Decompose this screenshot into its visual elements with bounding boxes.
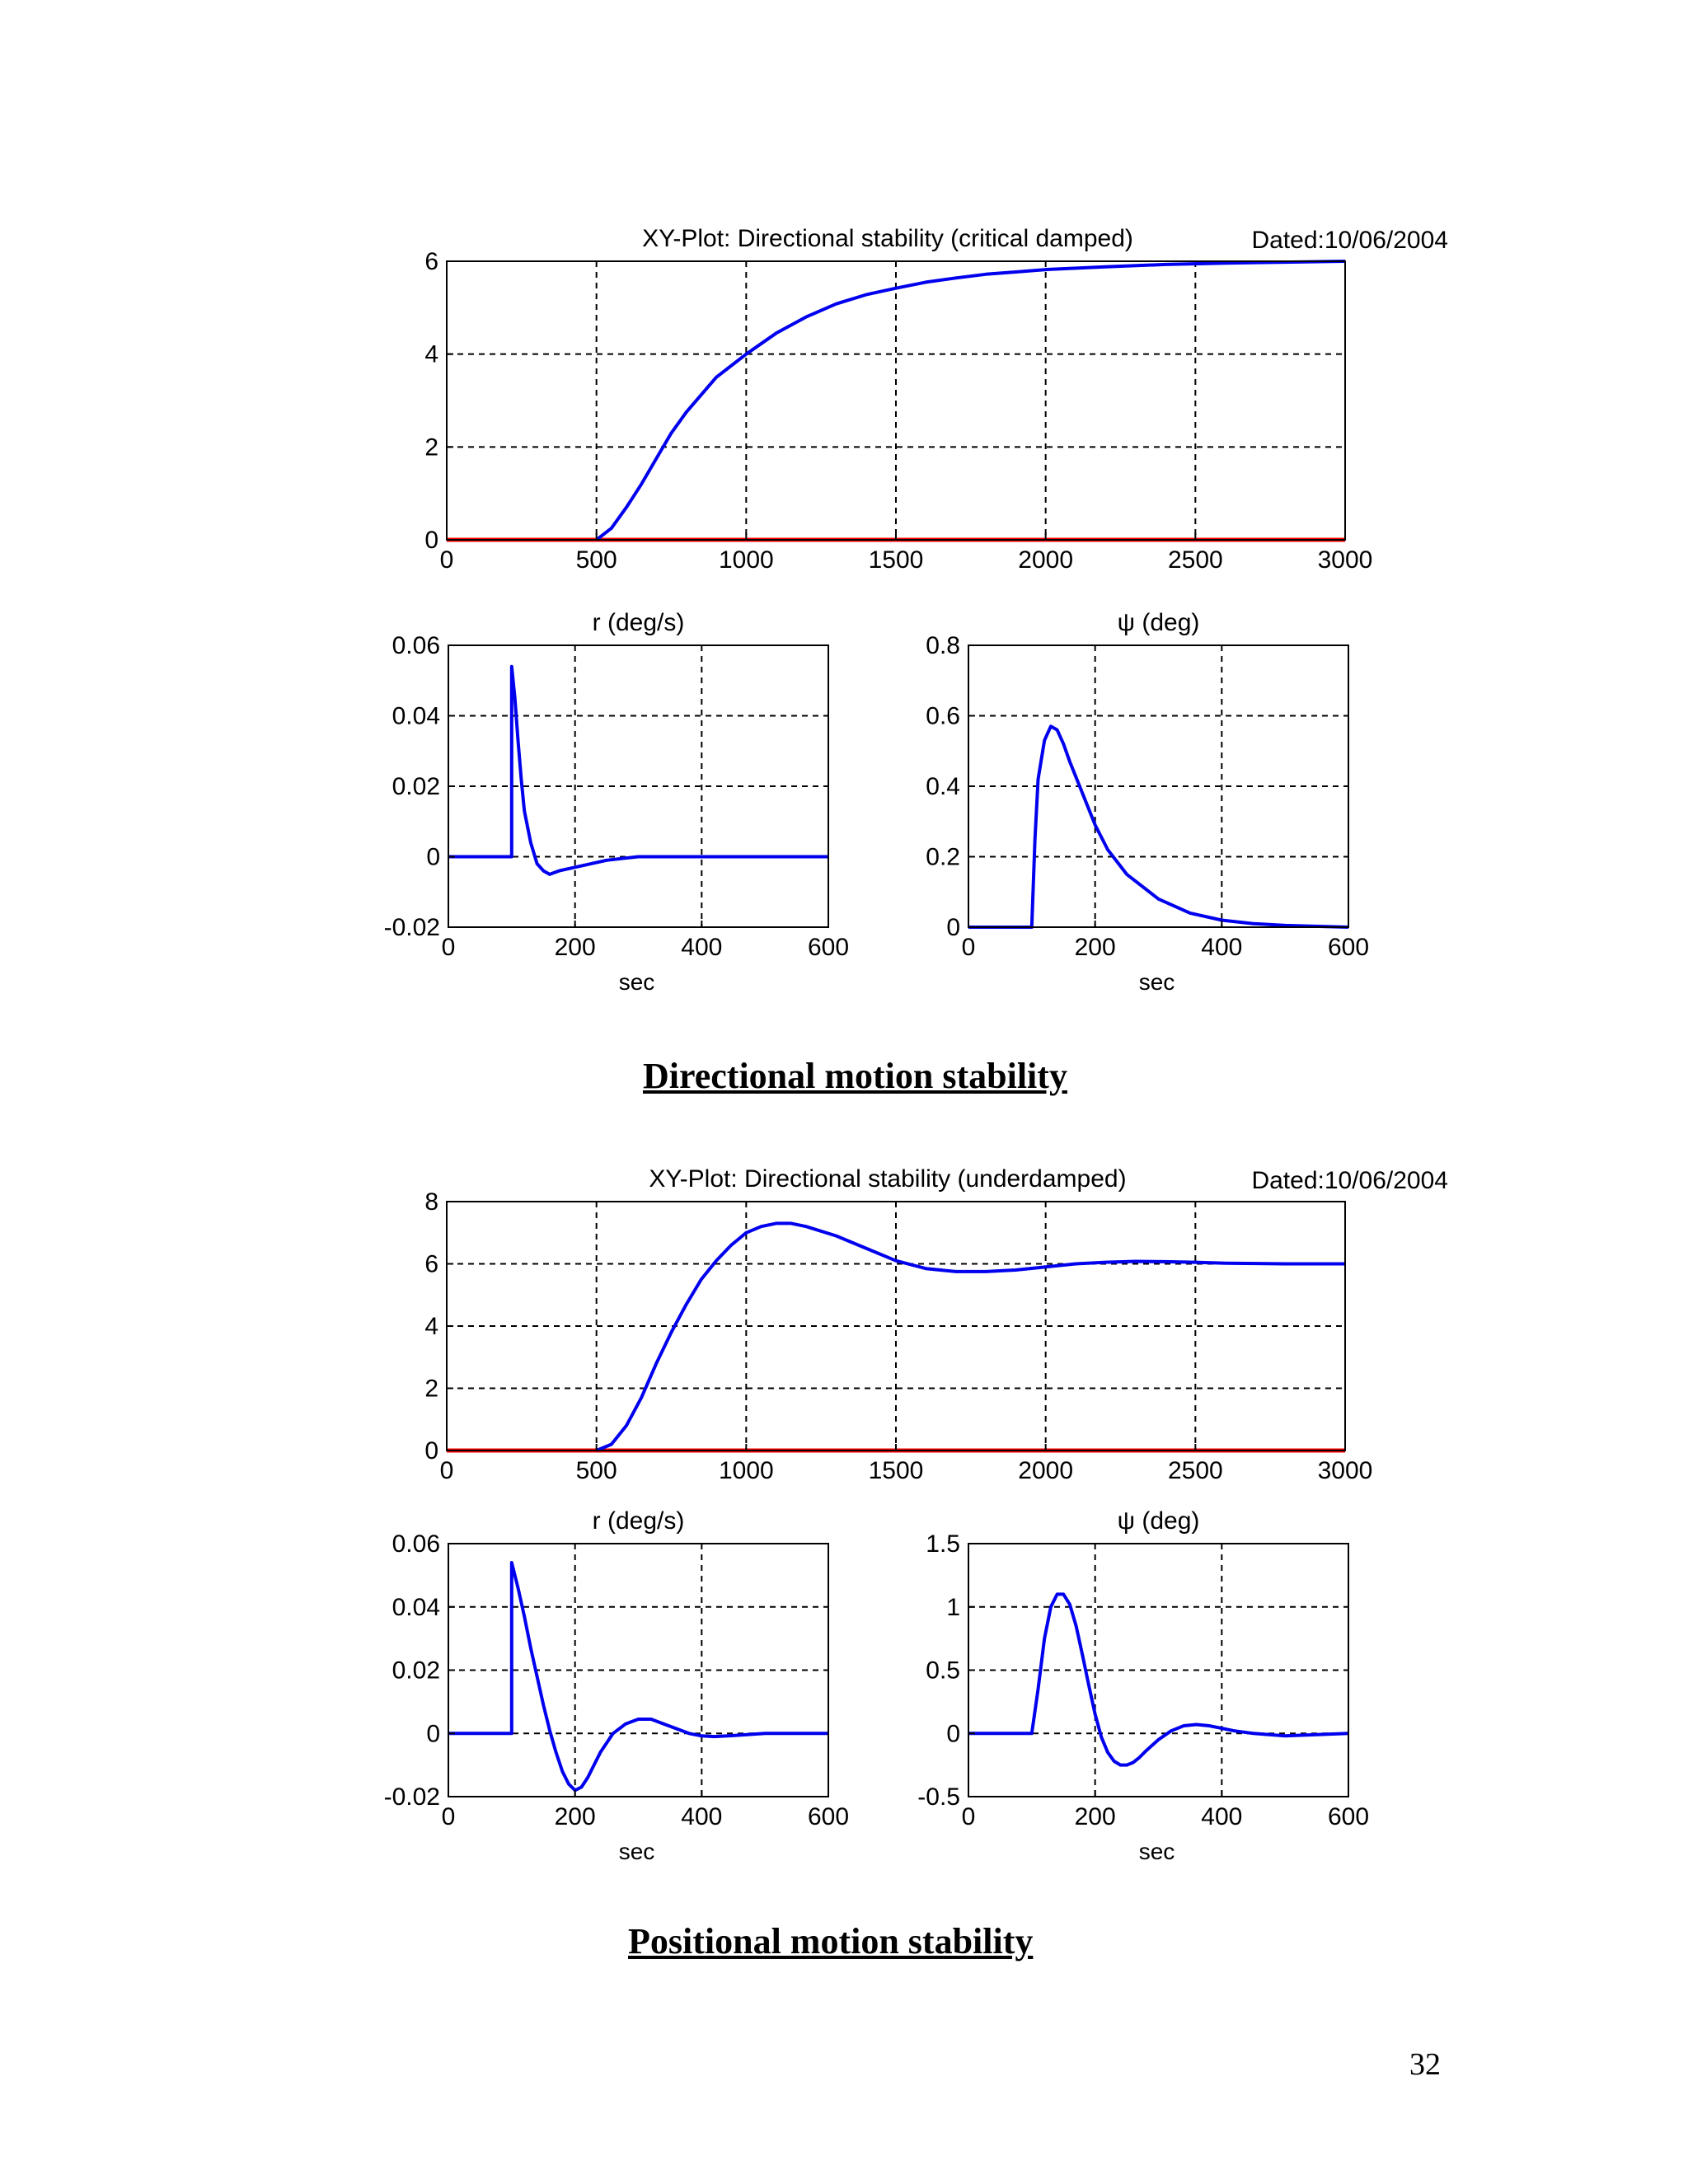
chart-fig1-psi-y-tick-label: 0.2: [926, 844, 960, 871]
chart-fig1-psi-series-0-line: [968, 724, 1349, 929]
chart-fig2-r-x-tick-label: 0: [442, 1803, 456, 1830]
chart-fig1-psi-x-axis-label: sec: [1139, 969, 1175, 995]
chart-fig2-xy-series-1-line: [595, 1221, 1345, 1452]
chart-fig2-psi-y-tick-label: 0.5: [926, 1657, 960, 1685]
chart-fig2-xy-x-tick-label: 3000: [1318, 1457, 1373, 1484]
chart-fig1-psi-x-tick-label: 400: [1201, 934, 1242, 961]
page-number: 32: [1409, 2047, 1441, 2082]
chart-fig1-xy-x-tick-label: 3000: [1318, 546, 1373, 574]
chart-fig2-r-y-tick-label: 0.06: [392, 1530, 440, 1558]
chart-fig1-psi-x-tick-label: 200: [1075, 934, 1116, 961]
chart-fig1-xy-dated-label: Dated:10/06/2004: [1251, 227, 1448, 254]
chart-fig2-xy-y-tick-label: 6: [424, 1251, 438, 1278]
chart-fig2-xy-y-tick-label: 8: [424, 1188, 438, 1216]
chart-fig1-r-y-tick-label: -0.02: [384, 914, 440, 941]
chart-fig1-xy-y-tick-label: 0: [424, 527, 438, 554]
chart-fig1-xy-x-tick-label: 500: [576, 546, 617, 574]
chart-fig1-psi-title: ψ (deg): [1118, 609, 1200, 636]
chart-fig1-xy-x-tick-label: 2000: [1018, 546, 1073, 574]
chart-fig1-r-series-0-line: [448, 664, 828, 876]
chart-fig2-xy-y-tick-label: 4: [424, 1313, 438, 1340]
chart-fig1-xy-x-tick-label: 1500: [869, 546, 924, 574]
chart-fig2-xy-title: XY-Plot: Directional stability (underdam…: [649, 1165, 1126, 1193]
chart-fig2-xy-x-tick-label: 2000: [1018, 1457, 1073, 1484]
chart-fig2-xy-y-tick-label: 0: [424, 1437, 438, 1465]
chart-fig1-r-y-tick-label: 0: [426, 844, 440, 871]
chart-fig2-r-y-tick-label: 0: [426, 1720, 440, 1747]
chart-fig2-r-y-tick-label: 0.02: [392, 1657, 440, 1685]
chart-fig2-psi-y-tick-label: 0: [946, 1720, 960, 1747]
chart-fig1-r-y-tick-label: 0.04: [392, 703, 440, 730]
chart-fig2-psi-x-tick-label: 200: [1075, 1803, 1116, 1830]
chart-fig2-xy-x-tick-label: 500: [576, 1457, 617, 1484]
chart-fig2-psi-y-tick-label: -0.5: [917, 1783, 960, 1811]
chart-fig1-xy-x-tick-label: 1000: [719, 546, 774, 574]
chart-fig1-r-x-tick-label: 400: [681, 934, 722, 961]
chart-fig1-xy-x-tick-label: 0: [440, 546, 454, 574]
chart-fig2-psi-y-tick-label: 1.5: [926, 1530, 960, 1558]
chart-fig1-r-y-tick-label: 0.06: [392, 632, 440, 659]
chart-fig1-r-x-tick-label: 600: [808, 934, 849, 961]
chart-fig2-r-y-tick-label: 0.04: [392, 1594, 440, 1621]
chart-fig1-psi-y-tick-label: 0.4: [926, 773, 960, 800]
chart-fig2-r-title: r (deg/s): [593, 1507, 685, 1535]
chart-fig1-xy-y-tick-label: 2: [424, 434, 438, 461]
chart-fig1-xy-x-tick-label: 2500: [1168, 546, 1223, 574]
chart-fig1-r-x-tick-label: 200: [555, 934, 596, 961]
chart-fig2-r-series-0-line: [448, 1561, 828, 1793]
chart-fig1-psi-y-tick-label: 0: [946, 914, 960, 941]
chart-fig2-r-x-axis-label: sec: [619, 1839, 655, 1864]
chart-fig2-r-x-tick-label: 600: [808, 1803, 849, 1830]
chart-fig1-xy-y-tick-label: 6: [424, 248, 438, 275]
chart-fig2-psi-x-tick-label: 0: [962, 1803, 976, 1830]
chart-fig2-psi-x-tick-label: 400: [1201, 1803, 1242, 1830]
caption-positional-motion-stability: Positional motion stability: [628, 1921, 1034, 1961]
chart-fig2-psi-x-tick-label: 600: [1328, 1803, 1369, 1830]
chart-fig1-r-x-axis-label: sec: [619, 969, 655, 995]
chart-fig1-r-x-tick-label: 0: [442, 934, 456, 961]
chart-fig1-xy-series-1-line: [595, 260, 1346, 541]
chart-fig2-r-x-tick-label: 400: [681, 1803, 722, 1830]
chart-fig1-psi-y-tick-label: 0.8: [926, 632, 960, 659]
chart-fig2-r-y-tick-label: -0.02: [384, 1783, 440, 1811]
chart-fig2-xy-x-tick-label: 1000: [719, 1457, 774, 1484]
chart-fig2-xy-x-tick-label: 1500: [869, 1457, 924, 1484]
caption-directional-motion-stability: Directional motion stability: [643, 1056, 1067, 1096]
chart-fig1-r-title: r (deg/s): [593, 609, 685, 636]
chart-fig1-xy-y-tick-label: 4: [424, 341, 438, 368]
chart-fig1-xy-title: XY-Plot: Directional stability (critical…: [642, 225, 1133, 252]
chart-fig2-xy-dated-label: Dated:10/06/2004: [1251, 1167, 1448, 1194]
chart-fig2-psi-title: ψ (deg): [1118, 1507, 1200, 1535]
chart-fig1-psi-x-tick-label: 0: [962, 934, 976, 961]
chart-fig2-psi-x-axis-label: sec: [1139, 1839, 1175, 1864]
chart-fig1-r-y-tick-label: 0.02: [392, 773, 440, 800]
chart-fig2-xy-x-tick-label: 0: [440, 1457, 454, 1484]
chart-fig2-psi-y-tick-label: 1: [946, 1594, 960, 1621]
chart-fig2-xy-x-tick-label: 2500: [1168, 1457, 1223, 1484]
chart-fig2-r-x-tick-label: 200: [555, 1803, 596, 1830]
chart-fig1-psi-y-tick-label: 0.6: [926, 703, 960, 730]
chart-fig2-psi-series-0-line: [968, 1592, 1349, 1767]
chart-fig2-xy-y-tick-label: 2: [424, 1376, 438, 1403]
chart-fig1-psi-x-tick-label: 600: [1328, 934, 1369, 961]
